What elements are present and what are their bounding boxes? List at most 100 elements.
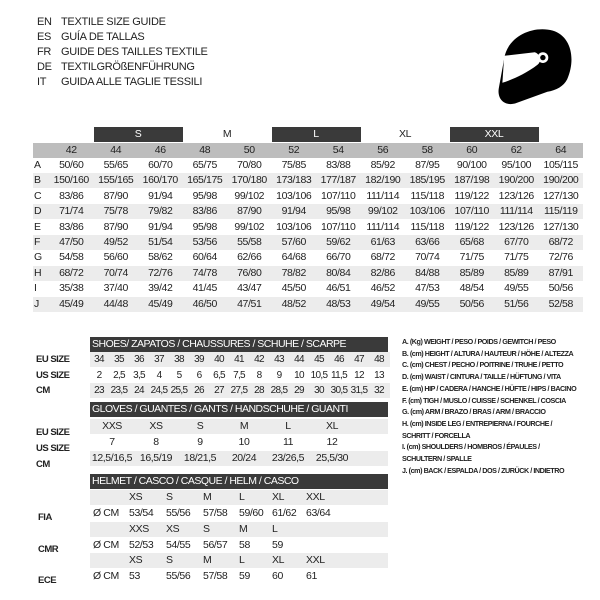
table-cell: 39/42 — [148, 282, 173, 295]
table-cell: 27,5 — [230, 385, 248, 396]
table-cell: 11 — [282, 436, 294, 448]
table-cell: 46/52 — [370, 282, 396, 295]
legend-line: SCHULTERN / SPALLE — [402, 454, 472, 464]
row-band — [90, 383, 390, 398]
table-cell: 46/51 — [326, 282, 351, 295]
table-cell: 75/85 — [281, 159, 307, 171]
size-band: M — [222, 128, 232, 140]
table-cell: 190/200 — [498, 174, 535, 187]
table-cell: 105/115 — [543, 159, 579, 171]
table-cell: 53 — [129, 570, 140, 582]
table-cell: 68/72 — [370, 251, 396, 264]
legend-line: H. (cm) INSIDE LEG / ENTREPIERNA / FOURC… — [402, 418, 553, 428]
table-cell: 47 — [354, 354, 364, 365]
table-cell: 107/110 — [321, 220, 356, 233]
legend-line: F. (cm) TIGH / MUSLO / CUISSE / SCHENKEL… — [402, 395, 566, 405]
language-code: IT — [37, 76, 47, 88]
size-label: M — [203, 554, 212, 566]
table-cell: 54/55 — [166, 538, 191, 551]
table-cell: 44 — [294, 354, 304, 365]
table-cell: 72/76 — [548, 251, 574, 264]
table-cell: 123/126 — [498, 220, 535, 233]
table-cell: 63/64 — [306, 507, 331, 519]
size-label: XS — [129, 491, 143, 503]
table-cell: 150/160 — [53, 174, 90, 187]
table-cell: 85/89 — [459, 266, 485, 279]
textile-size-table: S M L XL XXL 42 44 46 48 50 52 54 56 58 60 62 64 A 50/60 55… — [33, 127, 583, 312]
size-band: L — [271, 127, 361, 142]
legend-line: B. (cm) HEIGHT / ALTURA / HAUTEUR / HÖHE… — [402, 348, 574, 358]
table-cell: 79/82 — [148, 205, 173, 218]
language-code: FR — [37, 46, 52, 58]
table-cell: 47/51 — [237, 297, 262, 310]
row-label: CM — [36, 459, 50, 470]
table-cell: 87/95 — [415, 159, 440, 171]
table-cell: 185/195 — [409, 174, 446, 187]
table-cell: 56/57 — [203, 538, 228, 551]
unit-label: Ø CM — [93, 507, 119, 519]
table-cell: 173/183 — [276, 174, 312, 187]
size-label: XXS — [129, 522, 149, 535]
table-cell: 59/62 — [326, 236, 351, 248]
title-text: GUIDA ALLE TAGLIE TESSILI — [61, 76, 203, 88]
table-cell: 70/80 — [237, 159, 262, 171]
table-cell: 103/106 — [276, 189, 312, 202]
table-cell: 8 — [256, 369, 263, 381]
table-cell: 62/66 — [237, 251, 262, 264]
table-cell: 46 — [334, 354, 344, 365]
size-label: XXL — [306, 554, 325, 566]
table-cell: 127/130 — [543, 220, 579, 233]
table-cell: 57/60 — [281, 236, 307, 248]
table-cell: 95/98 — [326, 205, 351, 218]
table-cell: 44/48 — [103, 297, 129, 310]
table-cell: 6 — [196, 369, 203, 381]
table-cell: 43/47 — [237, 282, 262, 295]
standard-label: ECE — [38, 575, 57, 586]
legend-line: D. (cm) WAIST / CINTURA / TAILLE / HÜFTU… — [402, 372, 561, 382]
table-cell: 111/114 — [499, 205, 533, 218]
table-cell: 18/21,5 — [183, 452, 217, 464]
table-cell: 80/84 — [326, 266, 351, 279]
table-cell: 32 — [374, 385, 384, 396]
size-label: XL — [272, 554, 285, 566]
title-row: IT GUIDA ALLE TAGLIE TESSILI — [37, 75, 208, 90]
table-cell: 72/76 — [148, 266, 173, 279]
language-code: EN — [37, 16, 52, 28]
unit-label: Ø CM — [93, 570, 119, 582]
table-cell: 7 — [109, 436, 115, 448]
table-cell: 10,5 — [310, 369, 328, 381]
table-cell: S — [196, 420, 204, 432]
size-label: S — [166, 491, 173, 503]
table-cell: 53/54 — [129, 507, 154, 519]
table-cell: 2,5 — [113, 369, 126, 381]
row-letter: F — [34, 236, 41, 248]
table-cell: 9 — [197, 436, 203, 448]
column-header: 64 — [555, 144, 567, 156]
title-text: TEXTILGRÖßENFÜHRUNG — [61, 61, 195, 73]
table-cell: 85/89 — [504, 266, 529, 279]
table-cell: 10 — [294, 369, 304, 381]
table-cell: 95/98 — [192, 189, 218, 202]
row-letter: C — [34, 189, 42, 202]
title-text: GUÍA DE TALLAS — [61, 31, 145, 43]
table-cell: 35 — [114, 354, 124, 365]
table-cell: 28 — [254, 385, 264, 396]
column-header: 56 — [377, 144, 389, 156]
table-cell: 40 — [214, 354, 224, 365]
table-cell: 51/54 — [148, 236, 173, 248]
size-label: XS — [129, 554, 143, 566]
title-row: ES GUÍA DE TALLAS — [37, 30, 208, 45]
table-cell: 119/122 — [454, 220, 490, 233]
table-cell: 48/52 — [281, 297, 307, 310]
table-cell: 3,5 — [133, 369, 146, 381]
table-cell: 60/70 — [148, 159, 173, 171]
legend-line: J. (cm) BACK / ESPALDA / DOS / ZURÜCK / … — [402, 465, 565, 475]
table-cell: 42 — [254, 354, 264, 365]
table-cell: 12 — [326, 436, 338, 448]
guide-titles: EN TEXTILE SIZE GUIDE ES GUÍA DE TALLAS FR GU… — [37, 15, 208, 90]
row-label: US SIZE — [36, 369, 70, 381]
table-cell: 55/58 — [237, 236, 262, 248]
table-cell: 45/49 — [59, 297, 84, 310]
row-letter: G — [34, 251, 42, 264]
row-band — [90, 553, 388, 568]
